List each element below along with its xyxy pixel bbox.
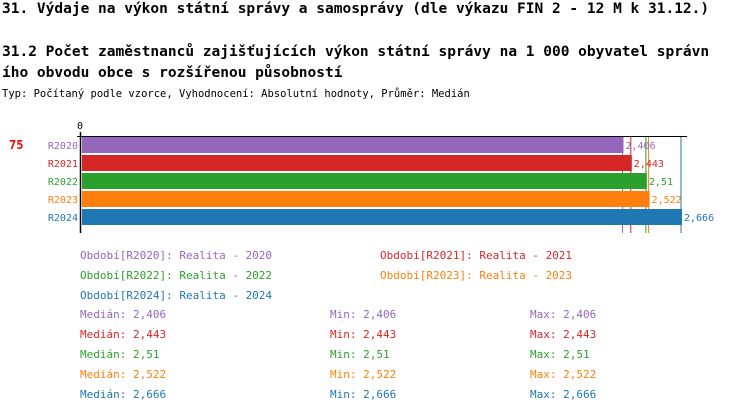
bar-chart: 0 R2020 2,406 R2021 2,443 R2022 2,51 R2023 2,522… (48, 121, 714, 233)
chart-subtitle-cont: ího obvodu obce s rozšířenou působností (2, 65, 343, 81)
stat-median: Medián: 2,443 (80, 328, 167, 341)
stat-max: Max: 2,51 (530, 348, 590, 361)
stat-min: Min: 2,51 (330, 348, 390, 361)
legend-item: Období[R2024]: Realita - 2024 (80, 289, 273, 302)
stat-min: Min: 2,666 (330, 388, 397, 401)
stat-max: Max: 2,406 (530, 308, 597, 321)
stat-max: Max: 2,666 (530, 388, 597, 401)
stat-median: Medián: 2,406 (80, 308, 167, 321)
bar-R2021 (82, 155, 632, 171)
stat-min: Min: 2,522 (330, 368, 397, 381)
category-label: R2023 (48, 195, 78, 206)
row-id: 75 (9, 138, 24, 152)
bar-R2024 (82, 209, 682, 225)
stat-min: Min: 2,443 (330, 328, 397, 341)
category-label: R2021 (48, 159, 78, 170)
stat-median: Medián: 2,51 (80, 348, 160, 361)
legend-item: Období[R2021]: Realita - 2021 (380, 249, 573, 262)
stat-median: Medián: 2,522 (80, 368, 167, 381)
bar-R2022 (82, 173, 647, 189)
data-label: 2,522 (652, 195, 682, 206)
page-title: 31. Výdaje na výkon státní správy a samo… (2, 1, 710, 17)
stat-min: Min: 2,406 (330, 308, 397, 321)
data-label: 2,51 (649, 177, 673, 188)
bar-R2023 (82, 191, 650, 207)
type-line: Typ: Počítaný podle vzorce, Vyhodnocení:… (2, 88, 470, 100)
stat-median: Medián: 2,666 (80, 388, 167, 401)
x-tick-label: 0 (77, 121, 83, 132)
legend-item: Období[R2022]: Realita - 2022 (80, 269, 273, 282)
stat-max: Max: 2,522 (530, 368, 597, 381)
bar-R2020 (82, 137, 624, 153)
category-label: R2020 (48, 141, 78, 152)
data-label: 2,666 (684, 213, 714, 224)
category-label: R2022 (48, 177, 78, 188)
data-label: 2,443 (634, 159, 664, 170)
stat-max: Max: 2,443 (530, 328, 597, 341)
category-label: R2024 (48, 213, 78, 224)
legend-item: Období[R2020]: Realita - 2020 (80, 249, 273, 262)
legend-item: Období[R2023]: Realita - 2023 (380, 269, 573, 282)
chart-subtitle: 31.2 Počet zaměstnanců zajišťujících výk… (2, 44, 710, 60)
data-label: 2,406 (625, 141, 655, 152)
